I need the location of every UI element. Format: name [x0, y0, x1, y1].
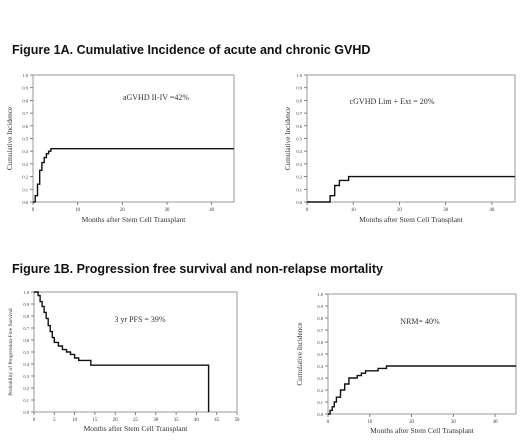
y-tick-label: 0.8 — [23, 314, 29, 319]
y-tick-label: 1.0 — [23, 290, 29, 295]
y-tick-label: 0.0 — [296, 200, 302, 205]
y-tick-label: 0.1 — [317, 400, 323, 405]
x-tick-label: 15 — [93, 418, 98, 423]
x-tick-label: 20 — [409, 420, 414, 425]
y-axis-label: Cumulative Incidence — [6, 107, 14, 170]
y-tick-label: 0.4 — [23, 362, 29, 367]
x-tick-label: 40 — [209, 208, 214, 213]
y-tick-label: 0.9 — [22, 86, 28, 91]
x-tick-label: 5 — [53, 418, 56, 423]
x-tick-label: 10 — [367, 420, 372, 425]
x-tick-label: 40 — [194, 418, 199, 423]
x-tick-label: 40 — [489, 208, 494, 213]
y-tick-label: 0.0 — [317, 412, 323, 417]
y-tick-label: 0.3 — [22, 162, 28, 167]
x-tick-label: 10 — [75, 208, 80, 213]
survival-step-line — [34, 291, 210, 412]
survival-step-line — [33, 148, 234, 203]
y-tick-label: 0.2 — [296, 175, 302, 180]
x-axis-label: Months after Stem Cell Transplant — [359, 215, 464, 224]
y-tick-label: 0.6 — [296, 124, 302, 129]
y-tick-label: 1.0 — [317, 292, 323, 297]
plot-frame — [327, 293, 517, 415]
y-tick-label: 0.6 — [317, 340, 323, 345]
y-tick-label: 0.7 — [22, 111, 28, 116]
y-tick-label: 0.6 — [23, 338, 29, 343]
x-tick-label: 10 — [351, 208, 356, 213]
x-tick-label: 45 — [214, 418, 219, 423]
x-tick-label: 40 — [493, 420, 498, 425]
y-axis-label: Probability of Progression-Free Survival — [7, 308, 14, 396]
y-tick-label: 0.0 — [23, 410, 29, 415]
y-tick-label: 0.7 — [23, 326, 29, 331]
y-tick-label: 0.3 — [296, 162, 302, 167]
plot-frame — [33, 291, 238, 413]
y-tick-label: 0.5 — [317, 352, 323, 357]
agvhd-chart: 0.0 0.1 0.2 0.3 0.4 0.5 0.6 0.7 0.8 0.9 1.0 0 10 20 30… — [6, 73, 235, 224]
y-tick-label: 0.6 — [22, 124, 28, 129]
x-tick-label: 25 — [133, 418, 138, 423]
chart-annotation: NRM= 40% — [400, 317, 440, 326]
y-tick-label: 0.8 — [317, 316, 323, 321]
plot-frame — [306, 74, 516, 203]
y-tick-label: 0.4 — [296, 149, 302, 154]
y-tick-label: 0.8 — [22, 98, 28, 103]
y-tick-label: 0.9 — [296, 86, 302, 91]
x-tick-label: 0 — [32, 208, 35, 213]
y-tick-label: 1.0 — [296, 73, 302, 78]
y-tick-label: 0.2 — [317, 388, 323, 393]
y-tick-label: 1.0 — [22, 73, 28, 78]
x-tick-label: 35 — [174, 418, 179, 423]
y-tick-label: 0.5 — [296, 137, 302, 142]
x-axis-label: Months after Stem Cell Transplant — [82, 215, 187, 224]
y-tick-label: 0.3 — [317, 376, 323, 381]
x-axis-label: Months after Stem Cell Transplant — [370, 426, 475, 435]
x-tick-label: 20 — [113, 418, 118, 423]
y-tick-label: 0.1 — [23, 398, 29, 403]
x-tick-label: 0 — [33, 418, 36, 423]
x-tick-label: 20 — [397, 208, 402, 213]
x-tick-label: 0 — [327, 420, 330, 425]
pfs-chart: 0.0 0.1 0.2 0.3 0.4 0.5 0.6 0.7 0.8 0.9 1.0 0 5 10 15 2… — [7, 290, 240, 433]
chart-annotation: aGVHD II-IV =42% — [123, 93, 189, 102]
x-tick-label: 30 — [153, 418, 158, 423]
x-tick-label: 30 — [451, 420, 456, 425]
figure-1b-title: Figure 1B. Progression free survival and… — [12, 262, 383, 276]
y-tick-label: 0.9 — [317, 304, 323, 309]
y-tick-label: 0.0 — [22, 200, 28, 205]
figure-1a-title: Figure 1A. Cumulative Incidence of acute… — [12, 43, 371, 57]
y-tick-label: 0.9 — [23, 302, 29, 307]
y-tick-label: 0.2 — [22, 175, 28, 180]
x-tick-label: 30 — [165, 208, 170, 213]
y-tick-label: 0.1 — [296, 187, 302, 192]
chart-annotation: 3 yr PFS = 39% — [114, 315, 166, 324]
x-tick-label: 0 — [306, 208, 309, 213]
y-tick-label: 0.8 — [296, 98, 302, 103]
y-tick-label: 0.7 — [317, 328, 323, 333]
y-tick-label: 0.7 — [296, 111, 302, 116]
chart-annotation: cGVHD Lim + Ext = 20% — [350, 97, 435, 106]
y-tick-label: 0.5 — [22, 137, 28, 142]
y-tick-label: 0.1 — [22, 187, 28, 192]
x-tick-label: 10 — [72, 418, 77, 423]
y-tick-label: 0.4 — [22, 149, 28, 154]
y-axis-label: Cumulative Incidence — [296, 322, 304, 385]
y-tick-label: 0.4 — [317, 364, 323, 369]
y-tick-label: 0.2 — [23, 386, 29, 391]
x-tick-label: 20 — [120, 208, 125, 213]
y-axis-label: Cumulative Incidence — [284, 107, 292, 170]
y-tick-label: 0.3 — [23, 374, 29, 379]
x-tick-label: 50 — [235, 418, 240, 423]
nrm-chart: 0.0 0.1 0.2 0.3 0.4 0.5 0.6 0.7 0.8 0.9 1.0 0 10 20 30… — [296, 292, 517, 435]
x-tick-label: 30 — [443, 208, 448, 213]
cgvhd-chart: 0.0 0.1 0.2 0.3 0.4 0.5 0.6 0.7 0.8 0.9 1.0 0 10 20 30… — [284, 73, 516, 224]
x-axis-label: Months after Stem Cell Transplant — [84, 424, 189, 433]
survival-step-line — [307, 175, 515, 203]
survival-step-line — [328, 365, 516, 415]
y-tick-label: 0.5 — [23, 350, 29, 355]
